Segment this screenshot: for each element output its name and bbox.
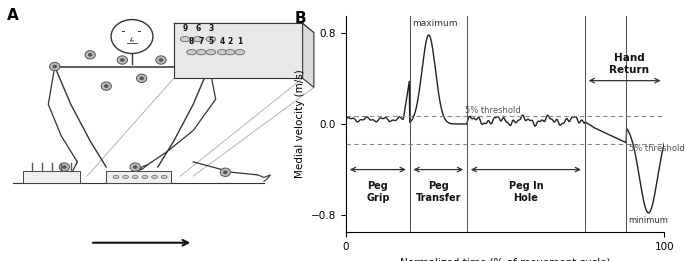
Ellipse shape: [180, 37, 190, 42]
X-axis label: Normalized time (% of movement cycle): Normalized time (% of movement cycle): [400, 258, 610, 261]
Ellipse shape: [193, 37, 203, 42]
Circle shape: [49, 62, 60, 71]
Polygon shape: [303, 23, 314, 87]
Ellipse shape: [197, 50, 206, 55]
Text: 5% threshold: 5% threshold: [630, 144, 685, 153]
Ellipse shape: [151, 175, 158, 179]
Text: Peg In
Hole: Peg In Hole: [508, 181, 543, 203]
Text: 7: 7: [199, 38, 204, 46]
Text: 5% threshold: 5% threshold: [465, 105, 521, 115]
Ellipse shape: [235, 50, 245, 55]
Circle shape: [133, 165, 138, 169]
Ellipse shape: [206, 37, 216, 42]
Circle shape: [136, 74, 147, 82]
Circle shape: [220, 168, 231, 176]
Text: A: A: [6, 8, 18, 23]
Ellipse shape: [142, 175, 148, 179]
Text: 6: 6: [195, 25, 201, 33]
Circle shape: [104, 84, 108, 88]
Ellipse shape: [187, 50, 197, 55]
Circle shape: [85, 51, 95, 59]
Text: 4: 4: [219, 38, 225, 46]
Circle shape: [101, 82, 112, 90]
Text: Hand
Return: Hand Return: [610, 53, 649, 75]
Bar: [23, 171, 81, 183]
Y-axis label: Medial velocity (m/s): Medial velocity (m/s): [295, 70, 306, 178]
Circle shape: [155, 56, 166, 64]
Polygon shape: [174, 23, 303, 78]
Ellipse shape: [217, 50, 227, 55]
Ellipse shape: [206, 50, 216, 55]
Circle shape: [140, 76, 144, 80]
Ellipse shape: [123, 175, 129, 179]
Text: B: B: [295, 11, 307, 26]
Circle shape: [117, 56, 127, 64]
Circle shape: [53, 65, 57, 68]
Circle shape: [88, 53, 92, 57]
Text: 2: 2: [227, 38, 233, 46]
Circle shape: [130, 163, 140, 171]
Circle shape: [62, 165, 66, 169]
Text: 3: 3: [208, 25, 214, 33]
Text: Peg
Grip: Peg Grip: [366, 181, 390, 203]
Circle shape: [120, 58, 125, 62]
Ellipse shape: [113, 175, 119, 179]
Circle shape: [223, 170, 227, 174]
Ellipse shape: [132, 175, 138, 179]
Text: minimum: minimum: [629, 216, 669, 225]
Bar: [106, 171, 171, 183]
Text: maximum: maximum: [412, 19, 458, 28]
Polygon shape: [174, 23, 314, 33]
Ellipse shape: [225, 50, 235, 55]
Ellipse shape: [161, 175, 167, 179]
Text: 9: 9: [182, 25, 188, 33]
Text: Peg
Transfer: Peg Transfer: [416, 181, 461, 203]
Circle shape: [59, 163, 70, 171]
Text: 5: 5: [208, 38, 214, 46]
Text: 1: 1: [237, 38, 242, 46]
Text: 8: 8: [189, 38, 195, 46]
Circle shape: [159, 58, 163, 62]
